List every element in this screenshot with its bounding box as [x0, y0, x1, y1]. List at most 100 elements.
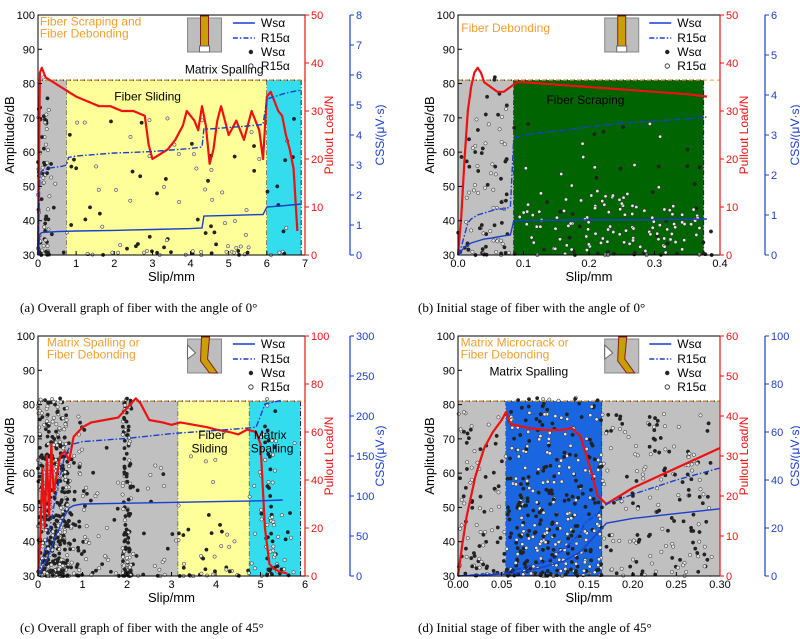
- scatter-point-r15: [609, 567, 614, 572]
- scatter-point-ws: [53, 553, 57, 558]
- scatter-point-ws: [498, 536, 503, 540]
- scatter-point-ws: [464, 467, 469, 471]
- scatter-point-r15: [96, 534, 101, 539]
- annotation-0: Fiber Scraping and: [40, 14, 141, 28]
- scatter-point-ws: [165, 546, 170, 551]
- scatter-point-ws: [580, 491, 585, 496]
- scatter-point-ws: [204, 547, 209, 552]
- scatter-point-ws: [519, 482, 523, 487]
- scatter-point-ws: [508, 535, 513, 540]
- scatter-point-r15: [126, 441, 131, 446]
- scatter-point-r15: [531, 240, 536, 245]
- scatter-point-r15: [55, 443, 59, 448]
- y-tick-label: 50: [23, 502, 35, 514]
- scatter-point-r15: [272, 523, 276, 528]
- inset-gap: [199, 45, 211, 53]
- y3-tick-label: 3: [771, 130, 777, 142]
- scatter-point-r15: [626, 435, 631, 440]
- legend-label-r15: R15α: [677, 31, 706, 45]
- scatter-point-r15: [582, 529, 587, 534]
- scatter-point-ws: [281, 229, 286, 234]
- scatter-point-ws: [692, 182, 697, 186]
- scatter-point-r15: [106, 558, 111, 562]
- scatter-point-r15: [530, 213, 535, 218]
- scatter-point-ws: [459, 155, 464, 159]
- scatter-point-ws: [123, 547, 128, 552]
- scatter-point-r15: [531, 564, 536, 569]
- scatter-point-r15: [597, 557, 601, 562]
- scatter-point-ws: [541, 547, 545, 552]
- scatter-point-r15: [663, 250, 668, 255]
- scatter-point-r15: [659, 477, 664, 482]
- scatter-point-r15: [515, 447, 520, 452]
- legend-label-r15-dot: R15α: [677, 380, 706, 394]
- scatter-point-ws: [189, 141, 194, 146]
- scatter-point-ws: [62, 435, 67, 440]
- scatter-point-ws: [505, 567, 509, 572]
- x-tick-label: 0.10: [535, 579, 556, 591]
- scatter-point-r15: [594, 417, 599, 422]
- scatter-point-ws: [232, 154, 237, 159]
- scatter-point-ws: [708, 460, 713, 465]
- scatter-point-r15: [506, 250, 511, 255]
- scatter-point-ws: [531, 508, 536, 513]
- scatter-point-ws: [126, 511, 131, 516]
- scatter-point-ws: [108, 569, 113, 574]
- scatter-point-r15: [469, 465, 474, 470]
- scatter-point-r15: [547, 397, 552, 402]
- scatter-point-ws: [214, 242, 219, 247]
- scatter-point-r15: [483, 530, 488, 534]
- x-tick-label: 0.2: [581, 258, 596, 270]
- scatter-point-r15: [190, 249, 195, 254]
- scatter-point-r15: [489, 508, 494, 513]
- scatter-point-r15: [643, 249, 648, 253]
- scatter-point-r15: [144, 249, 149, 253]
- y3-tick-label: 8: [356, 10, 362, 22]
- scatter-point-ws: [508, 476, 513, 481]
- scatter-point-r15: [121, 554, 126, 559]
- scatter-point-r15: [272, 552, 277, 557]
- scatter-point-ws: [49, 161, 54, 166]
- scatter-point-r15: [695, 461, 700, 466]
- scatter-point-ws: [122, 438, 127, 443]
- scatter-point-r15: [625, 191, 630, 196]
- scatter-point-r15: [232, 539, 237, 544]
- scatter-point-r15: [104, 525, 109, 530]
- scatter-point-ws: [604, 544, 609, 549]
- scatter-point-r15: [131, 551, 136, 556]
- scatter-point-r15: [41, 243, 46, 248]
- scatter-point-r15: [553, 414, 558, 419]
- y3-tick-label: 5: [356, 100, 362, 112]
- scatter-point-r15: [526, 429, 531, 434]
- scatter-point-ws: [477, 544, 482, 548]
- scatter-point-r15: [515, 552, 520, 557]
- scatter-point-ws: [75, 573, 79, 578]
- scatter-point-ws: [181, 533, 186, 538]
- scatter-point-r15: [209, 167, 214, 172]
- scatter-point-r15: [586, 242, 591, 247]
- scatter-point-ws: [562, 450, 567, 455]
- scatter-point-r15: [547, 431, 552, 435]
- scatter-point-r15: [579, 198, 584, 203]
- scatter-point-ws: [568, 567, 573, 572]
- scatter-point-ws: [632, 250, 637, 255]
- scatter-point-r15: [69, 560, 74, 565]
- scatter-point-ws: [482, 509, 487, 514]
- legend-swatch-ws-dot: [665, 370, 670, 376]
- scatter-point-r15: [584, 436, 589, 441]
- scatter-point-ws: [650, 190, 655, 195]
- scatter-point-r15: [551, 500, 556, 505]
- scatter-point-ws: [618, 166, 623, 171]
- scatter-point-ws: [519, 495, 524, 500]
- scatter-point-ws: [542, 465, 547, 470]
- scatter-point-ws: [263, 440, 268, 445]
- scatter-point-ws: [122, 446, 127, 451]
- scatter-point-ws: [493, 164, 498, 169]
- scatter-point-r15: [558, 569, 563, 573]
- scatter-point-ws: [614, 413, 619, 418]
- scatter-point-ws: [470, 564, 475, 569]
- scatter-point-ws: [550, 522, 555, 526]
- scatter-point-ws: [267, 486, 271, 490]
- scatter-point-r15: [688, 553, 692, 558]
- scatter-point-ws: [567, 235, 572, 240]
